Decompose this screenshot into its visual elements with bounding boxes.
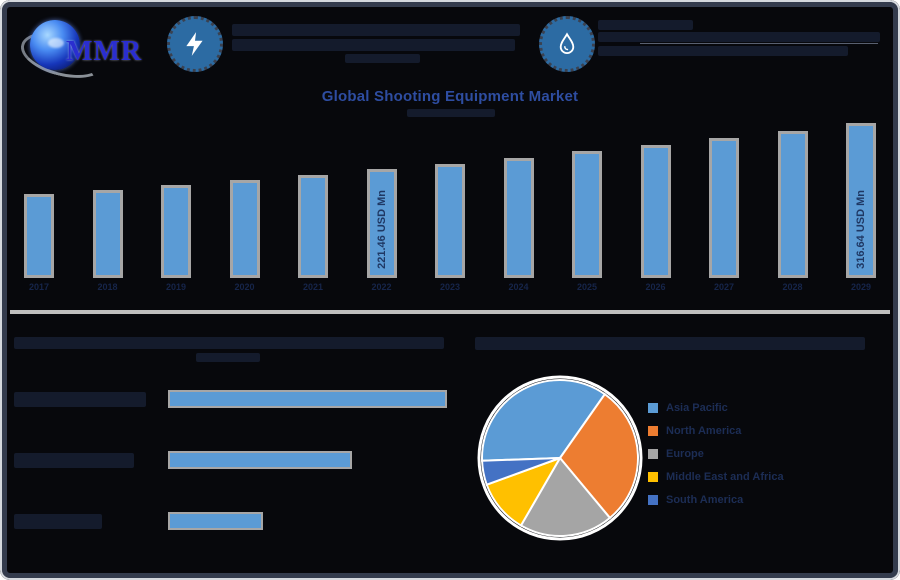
hbar-2 bbox=[168, 451, 352, 469]
bar-slot-2022: 221.46 USD Mn 2022 bbox=[366, 122, 397, 293]
regional-pie-chart bbox=[472, 372, 648, 544]
legend-swatch bbox=[648, 402, 658, 413]
legend-item-south-america: South America bbox=[648, 493, 784, 506]
x-axis-tick: 2021 bbox=[302, 282, 324, 292]
bar-slot-2027: 2027 bbox=[709, 122, 739, 293]
x-axis-tick: 2024 bbox=[508, 282, 529, 292]
legend-label: Europe bbox=[666, 447, 704, 460]
x-axis-tick: 2029 bbox=[850, 282, 872, 292]
legend-label: Asia Pacific bbox=[666, 401, 728, 414]
left-chart-title bbox=[14, 337, 444, 349]
bar-2017 bbox=[24, 194, 54, 278]
droplet-icon bbox=[559, 32, 575, 55]
legend-swatch bbox=[648, 471, 658, 482]
hbar-category-label-1 bbox=[14, 392, 146, 407]
pie-slice-europe bbox=[519, 456, 612, 537]
pie-slice-south-america bbox=[481, 457, 561, 486]
x-axis-line bbox=[10, 310, 890, 314]
stat2-text-line1 bbox=[598, 20, 693, 30]
market-bar-chart: 2017 2018 2019 2020 2021 221.46 USD Mn 2022 202… bbox=[24, 122, 876, 293]
bar-2027 bbox=[709, 138, 739, 278]
x-axis-tick: 2026 bbox=[645, 282, 666, 292]
legend-item-north-america: North America bbox=[648, 424, 784, 437]
stat2-text-line3 bbox=[598, 46, 848, 56]
right-chart-title bbox=[475, 337, 865, 350]
bar-2021 bbox=[298, 175, 328, 278]
bar-slot-2028: 2028 bbox=[777, 122, 808, 293]
x-axis-tick: 2027 bbox=[713, 282, 735, 292]
bar-2029: 316.64 USD Mn bbox=[846, 123, 876, 278]
x-axis-tick: 2020 bbox=[234, 282, 255, 292]
x-axis-tick: 2017 bbox=[28, 282, 50, 292]
bar-slot-2025: 2025 bbox=[572, 122, 602, 293]
x-axis-tick: 2025 bbox=[576, 282, 598, 292]
bar-2023 bbox=[435, 164, 465, 278]
bar-slot-2020: 2020 bbox=[229, 122, 260, 293]
mmr-logo: MMR bbox=[16, 8, 170, 86]
pie-slice-asia-pacific bbox=[481, 379, 607, 462]
left-chart-subtitle bbox=[196, 353, 260, 362]
bar-value-label: 221.46 USD Mn bbox=[375, 190, 388, 269]
bar-2028 bbox=[777, 131, 808, 278]
bar-slot-2026: 2026 bbox=[640, 122, 671, 293]
chart-subtitle bbox=[407, 109, 495, 117]
lightning-icon bbox=[186, 32, 203, 56]
hbar-category-label-2 bbox=[14, 453, 134, 468]
globe-icon bbox=[30, 20, 80, 70]
legend-item-middle-east-and-africa: Middle East and Africa bbox=[648, 470, 784, 483]
bar-slot-2024: 2024 bbox=[503, 122, 534, 293]
legend-swatch bbox=[648, 448, 658, 459]
stat2-text-line2 bbox=[598, 32, 880, 42]
bar-slot-2023: 2023 bbox=[435, 122, 465, 293]
legend-label: North America bbox=[666, 424, 742, 437]
legend-label: Middle East and Africa bbox=[666, 470, 784, 483]
bar-slot-2021: 2021 bbox=[298, 122, 328, 293]
hbar-3 bbox=[168, 512, 263, 530]
legend-item-asia-pacific: Asia Pacific bbox=[648, 401, 784, 414]
pie-slice-north-america bbox=[558, 392, 639, 520]
bar-2026 bbox=[640, 145, 671, 278]
hbar-1 bbox=[168, 390, 447, 408]
bar-2019 bbox=[161, 185, 191, 278]
bar-slot-2019: 2019 bbox=[161, 122, 191, 293]
stat2-circle bbox=[539, 16, 595, 72]
logo-text: MMR bbox=[66, 36, 143, 67]
legend-label: South America bbox=[666, 493, 744, 506]
bar-2024 bbox=[503, 158, 534, 278]
bar-2025 bbox=[572, 151, 602, 278]
legend-item-europe: Europe bbox=[648, 447, 784, 460]
legend-swatch bbox=[648, 494, 658, 505]
stat1-text-line1 bbox=[232, 24, 520, 36]
pie-legend: Asia Pacific North America Europe Middle Ea… bbox=[648, 402, 784, 517]
bar-slot-2017: 2017 bbox=[24, 122, 54, 293]
chart-title: Global Shooting Equipment Market bbox=[321, 88, 579, 105]
stat1-text-line3 bbox=[345, 54, 420, 63]
legend-swatch bbox=[648, 425, 658, 436]
x-axis-tick: 2019 bbox=[165, 282, 187, 292]
bar-2022: 221.46 USD Mn bbox=[366, 169, 397, 278]
hbar-category-label-3 bbox=[14, 514, 102, 529]
pie-outline-ring bbox=[477, 375, 643, 541]
bar-slot-2029: 316.64 USD Mn 2029 bbox=[846, 122, 876, 293]
x-axis-tick: 2022 bbox=[371, 282, 392, 292]
x-axis-tick: 2023 bbox=[439, 282, 461, 292]
bar-2018 bbox=[92, 190, 123, 278]
x-axis-tick: 2018 bbox=[97, 282, 118, 292]
x-axis-tick: 2028 bbox=[782, 282, 803, 292]
stat1-circle bbox=[167, 16, 223, 72]
bar-slot-2018: 2018 bbox=[92, 122, 123, 293]
bar-value-label: 316.64 USD Mn bbox=[855, 190, 867, 269]
stat2-underline bbox=[640, 43, 878, 44]
stat1-text-line2 bbox=[232, 39, 515, 51]
bar-2020 bbox=[229, 180, 260, 278]
